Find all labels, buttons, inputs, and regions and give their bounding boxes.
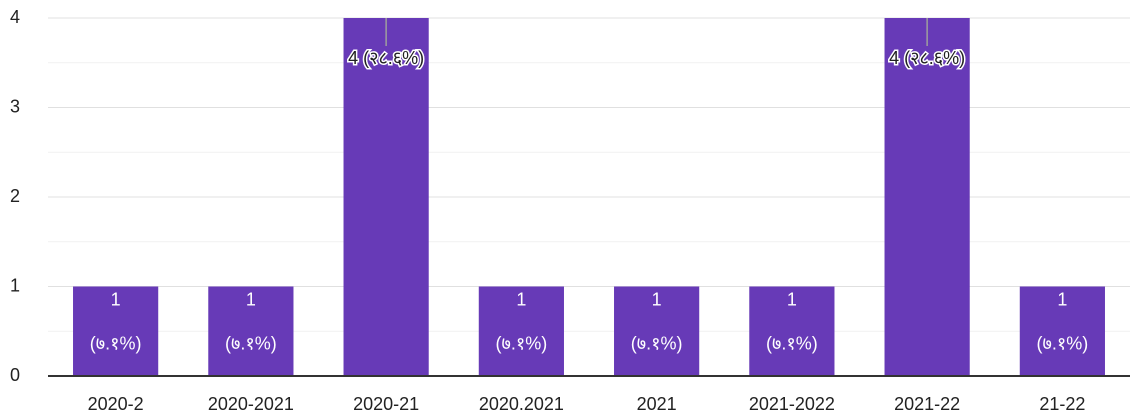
y-tick-label: 2 [10, 186, 20, 206]
y-tick-label: 1 [10, 275, 20, 295]
bar [749, 286, 835, 376]
data-label: 4 (२८.६%) [348, 48, 424, 68]
data-label: (७.१%) [766, 333, 818, 353]
bar [343, 18, 429, 376]
data-label: 1 [787, 289, 797, 309]
data-label: (७.१%) [496, 333, 548, 353]
data-label: 1 [111, 289, 121, 309]
data-label: (७.१%) [90, 333, 142, 353]
x-tick-label: 2020.2021 [479, 394, 564, 414]
data-label: 1 [516, 289, 526, 309]
x-tick-label: 2020-2 [88, 394, 144, 414]
x-tick-label: 2021 [637, 394, 677, 414]
data-label: 1 [652, 289, 662, 309]
data-label: 4 (२८.६%) [889, 48, 965, 68]
bar [884, 18, 970, 376]
x-tick-label: 21-22 [1039, 394, 1085, 414]
x-tick-label: 2021-2022 [749, 394, 835, 414]
y-tick-label: 3 [10, 96, 20, 116]
bar [614, 286, 700, 376]
data-label: 1 [246, 289, 256, 309]
y-tick-label: 0 [10, 365, 20, 385]
x-tick-label: 2020-21 [353, 394, 419, 414]
bar [208, 286, 294, 376]
bar [73, 286, 159, 376]
bar [478, 286, 564, 376]
data-label: (७.१%) [1037, 333, 1089, 353]
bar [1019, 286, 1105, 376]
data-label: (७.१%) [631, 333, 683, 353]
y-tick-label: 4 [10, 7, 20, 27]
x-tick-label: 2021-22 [894, 394, 960, 414]
data-label: (७.१%) [225, 333, 277, 353]
data-label: 1 [1057, 289, 1067, 309]
x-tick-label: 2020-2021 [208, 394, 294, 414]
